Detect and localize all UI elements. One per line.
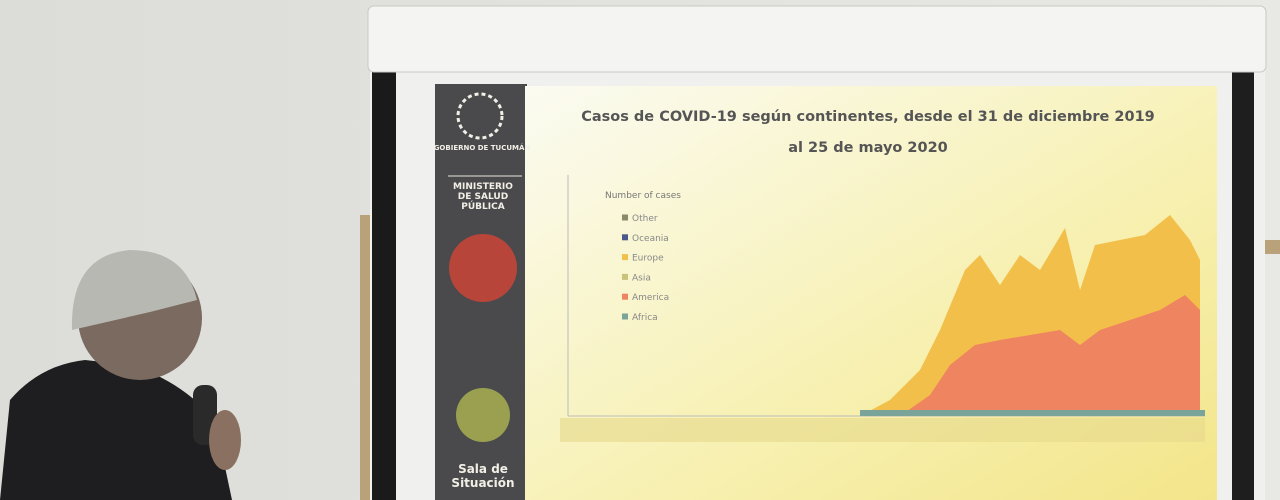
legend-label: Europe — [632, 254, 664, 264]
legend: Other Oceania Europe Asia America Africa — [622, 214, 669, 323]
legend-swatch — [622, 313, 628, 320]
legend-swatch — [622, 234, 628, 241]
legend-swatch — [622, 254, 628, 261]
legend-swatch — [622, 293, 628, 300]
person-hand — [209, 410, 241, 470]
slide-title: al 25 de mayo 2020 — [788, 140, 948, 156]
globe-icon — [456, 388, 510, 442]
screen-border — [1232, 70, 1254, 500]
screen-roller — [367, 5, 1267, 73]
ministry: MINISTERIO DE SALUD PÚBLICA — [453, 182, 513, 212]
legend-title: Number of cases — [605, 191, 681, 201]
screen-border — [372, 40, 396, 500]
room-box: Sala de Situación — [451, 462, 515, 490]
legend-label: Asia — [632, 273, 651, 283]
america-area — [900, 295, 1200, 416]
legend-swatch — [622, 273, 628, 280]
slide-title: Casos de COVID-19 según continentes, des… — [581, 109, 1155, 125]
wall-panel — [1262, 240, 1280, 254]
legend-label: America — [632, 293, 669, 303]
legend-label: Oceania — [632, 234, 669, 244]
person-hair — [71, 250, 197, 330]
legend-label: Other — [632, 214, 658, 224]
africa-area — [860, 410, 1205, 416]
legend-swatch — [622, 214, 628, 221]
logo-text: GOBIERNO DE TUCUMÁN — [434, 143, 531, 152]
legend-label: Africa — [632, 313, 658, 323]
logo — [456, 92, 504, 140]
x-tick-area — [560, 418, 1205, 442]
virus-icon — [449, 234, 517, 302]
person-body — [0, 360, 232, 500]
room: Sala de Situación — [451, 462, 515, 490]
ministry-box: MINISTERIO DE SALUD PÚBLICA — [453, 182, 513, 212]
